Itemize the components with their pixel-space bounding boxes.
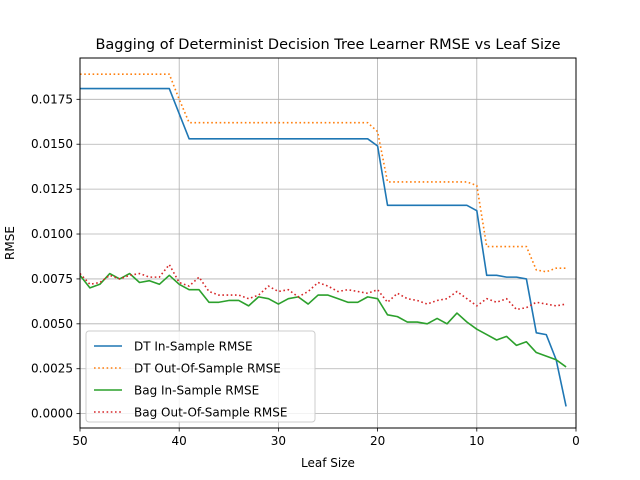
x-axis-label: Leaf Size — [301, 456, 355, 470]
y-tick-label: 0.0000 — [31, 407, 73, 421]
legend-box — [85, 330, 316, 423]
y-tick-label: 0.0050 — [31, 317, 73, 331]
x-tick-label: 50 — [72, 434, 87, 448]
x-tick-label: 20 — [370, 434, 385, 448]
series-lines — [79, 73, 567, 407]
y-tick-label: 0.0075 — [31, 272, 73, 286]
legend-label: Bag In-Sample RMSE — [134, 384, 259, 398]
dt-in-sample-rmse-line — [80, 87, 567, 407]
bag-in-sample-rmse-line — [79, 272, 567, 368]
x-tick-label: 40 — [172, 434, 187, 448]
x-tick-label: 0 — [572, 434, 580, 448]
x-tick-label: 10 — [469, 434, 484, 448]
legend-label: DT Out-Of-Sample RMSE — [134, 362, 281, 376]
y-tick-label: 0.0150 — [31, 137, 73, 151]
legend-label: Bag Out-Of-Sample RMSE — [134, 406, 287, 420]
x-axis: 50 40 30 20 10 0 — [72, 428, 580, 448]
y-axis-label: RMSE — [3, 226, 17, 260]
y-tick-label: 0.0175 — [31, 92, 73, 106]
y-axis: 0.0000 0.0025 0.0050 0.0075 0.0100 0.0125 0.01… — [31, 92, 80, 421]
chart-title: Bagging of Determinist Decision Tree Lea… — [95, 37, 560, 53]
bag-out-of-sample-rmse-line — [79, 263, 567, 311]
y-tick-label: 0.0100 — [31, 227, 73, 241]
plot-area-frame — [79, 57, 577, 429]
legend: DT In-Sample RMSE DT Out-Of-Sample RMSE Ba… — [85, 330, 316, 423]
y-tick-label: 0.0125 — [31, 182, 73, 196]
x-tick-label: 30 — [271, 434, 286, 448]
dt-out-of-sample-rmse-line — [80, 73, 567, 273]
legend-entries: DT In-Sample RMSE DT Out-Of-Sample RMSE Ba… — [94, 340, 287, 420]
y-tick-label: 0.0025 — [31, 362, 73, 376]
legend-label: DT In-Sample RMSE — [134, 340, 253, 354]
